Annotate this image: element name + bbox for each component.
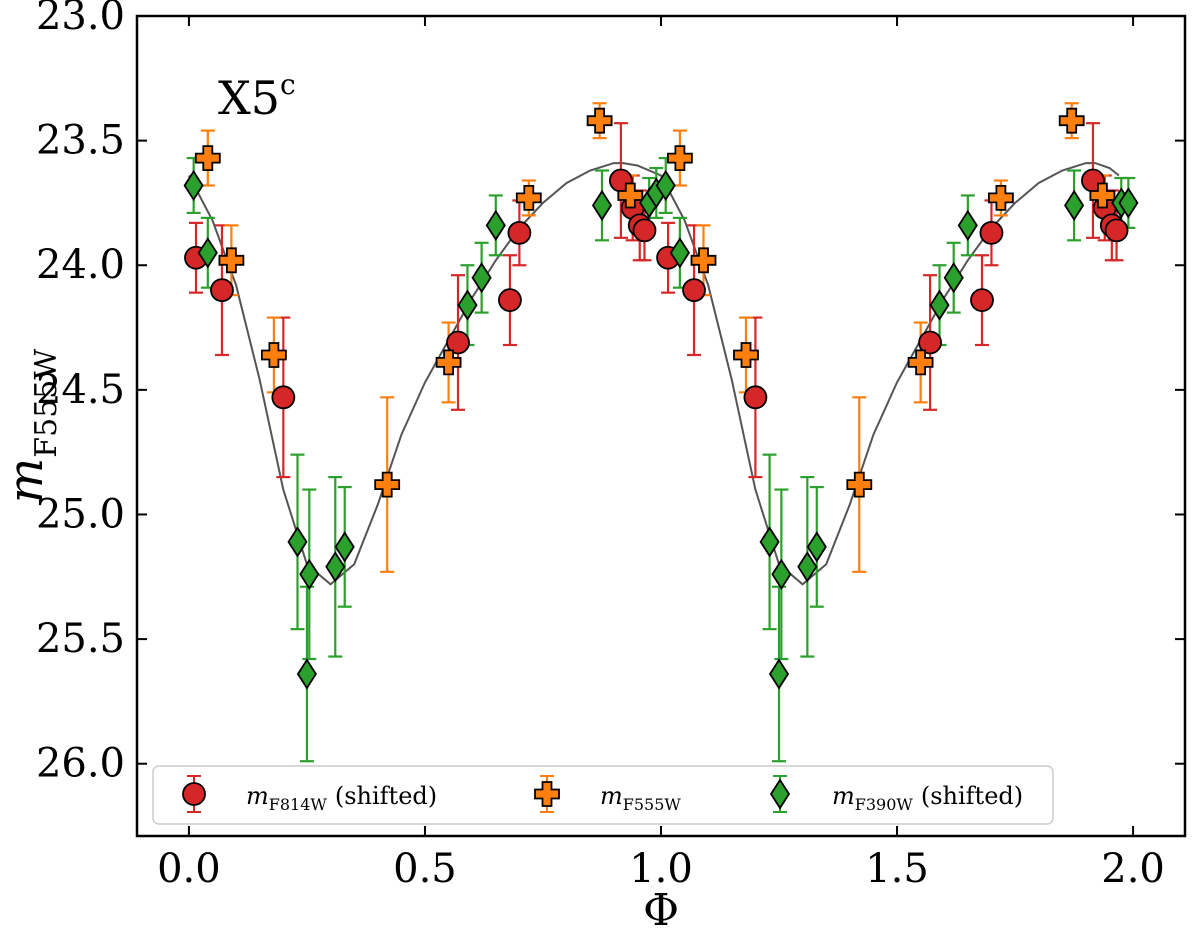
data-point-diamond xyxy=(655,169,676,202)
data-point-diamond xyxy=(669,237,690,269)
data-point-circle xyxy=(498,288,522,313)
data-point-diamond xyxy=(943,262,964,294)
plot-area xyxy=(183,102,1139,763)
data-point-circle xyxy=(446,330,470,355)
data-point-diamond xyxy=(334,531,355,563)
y-tick-label: 24.0 xyxy=(36,242,125,288)
data-point-plus xyxy=(733,342,759,368)
data-point-plus xyxy=(988,184,1014,211)
x-tick-label: 1.5 xyxy=(865,846,929,892)
x-axis-title: Φ xyxy=(643,885,679,936)
data-point-circle xyxy=(632,218,657,243)
data-point-circle xyxy=(970,288,994,313)
star-annotation: X5c xyxy=(218,68,296,125)
plot-frame xyxy=(135,14,1187,838)
data-point-circle xyxy=(682,278,706,303)
data-point-circle xyxy=(1104,218,1129,243)
data-point-plus xyxy=(218,247,245,274)
data-point-plus xyxy=(667,145,693,172)
y-tick-label: 23.5 xyxy=(36,118,125,164)
data-point-plus xyxy=(515,184,542,211)
data-point-plus xyxy=(586,107,613,134)
legend-marker-circle xyxy=(182,782,206,806)
data-point-plus xyxy=(260,342,287,368)
data-point-diamond xyxy=(797,551,818,583)
y-tick-label: 23.0 xyxy=(36,0,125,39)
y-axis-title: mF555W xyxy=(0,349,64,504)
data-point-diamond xyxy=(771,558,792,590)
legend-label-f555w: mF555W xyxy=(600,782,681,814)
data-point-diamond xyxy=(299,558,320,590)
data-point-diamond xyxy=(485,209,506,242)
data-markers xyxy=(183,107,1139,690)
data-point-diamond xyxy=(929,289,950,321)
y-tick-label: 25.5 xyxy=(36,616,125,662)
data-point-diamond xyxy=(296,658,317,690)
y-tick-label: 24.5 xyxy=(36,367,125,413)
legend-marker-plus xyxy=(534,781,560,807)
data-point-diamond xyxy=(768,658,790,690)
data-point-plus xyxy=(435,349,462,376)
data-point-diamond xyxy=(1118,187,1139,219)
x-tick-label: 0.0 xyxy=(157,846,221,892)
data-point-diamond xyxy=(287,526,308,558)
y-tick-label: 26.0 xyxy=(36,741,125,787)
data-point-diamond xyxy=(325,551,346,583)
y-tick-label: 25.0 xyxy=(36,491,125,537)
data-point-diamond xyxy=(591,189,613,222)
data-point-diamond xyxy=(471,262,492,294)
data-point-circle xyxy=(271,385,296,410)
data-point-circle xyxy=(507,220,532,245)
legend-label-f814w: mF814W (shifted) xyxy=(246,782,437,814)
data-point-diamond xyxy=(806,531,827,563)
legend-label-f390w: mF390W (shifted) xyxy=(832,782,1023,814)
data-point-diamond xyxy=(183,169,204,202)
legend-frame xyxy=(152,765,1054,825)
data-point-circle xyxy=(979,220,1004,245)
x-tick-label: 0.5 xyxy=(393,846,457,892)
data-point-circle xyxy=(210,278,234,303)
legend-marker-diamond xyxy=(769,778,791,810)
data-point-diamond xyxy=(1064,189,1085,222)
data-point-circle xyxy=(918,330,942,355)
data-point-plus xyxy=(1089,182,1116,209)
axis-tick-labels: 0.0 0.5 1.0 1.5 2.0 23.0 23.5 24.0 24.5 25.0 25.5 2… xyxy=(36,0,1165,892)
x-tick-label: 1.0 xyxy=(629,846,693,892)
data-point-diamond xyxy=(957,209,978,242)
data-point-diamond xyxy=(457,289,478,321)
data-point-plus xyxy=(374,471,401,498)
data-point-diamond xyxy=(197,237,218,269)
legend: mF814W (shifted) mF555W mF390W (shifted) xyxy=(152,765,1054,825)
x-tick-label: 2.0 xyxy=(1101,846,1165,892)
data-point-plus xyxy=(907,349,934,376)
data-point-plus xyxy=(846,471,873,498)
data-point-plus xyxy=(690,247,717,274)
data-point-plus xyxy=(1058,107,1085,134)
data-point-circle xyxy=(743,385,768,410)
data-point-diamond xyxy=(759,526,780,558)
data-point-plus xyxy=(194,145,221,172)
data-point-plus xyxy=(617,182,644,209)
